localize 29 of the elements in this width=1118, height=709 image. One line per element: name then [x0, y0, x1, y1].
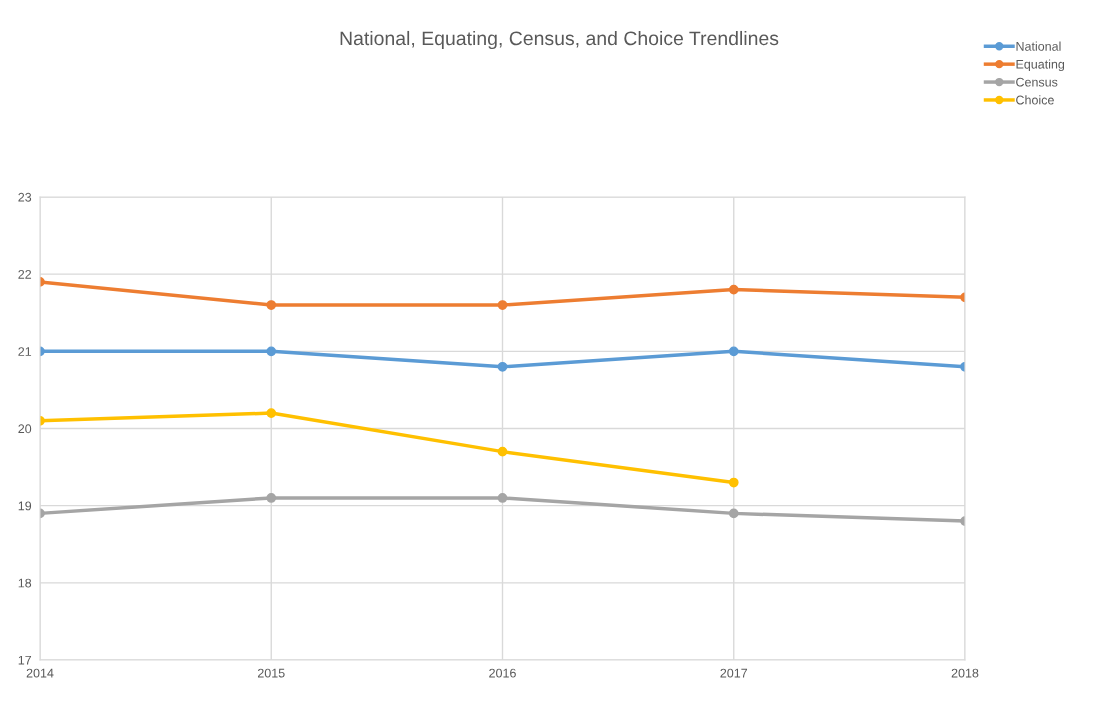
- point: [497, 361, 508, 372]
- point: [497, 300, 508, 310]
- y-tick-label: 21: [18, 347, 32, 356]
- point: [728, 346, 739, 357]
- legend-label: Equating: [1016, 59, 1065, 72]
- point: [497, 493, 508, 503]
- point: [728, 477, 739, 488]
- point: [266, 493, 277, 503]
- x-tick-label: 2014: [26, 668, 54, 678]
- point: [266, 408, 277, 418]
- x-tick-label: 2015: [257, 668, 285, 678]
- y-tick-label: 23: [18, 192, 32, 202]
- point: [497, 446, 508, 457]
- legend-label: Choice: [1016, 95, 1054, 105]
- x-tick-label: 2016: [489, 668, 516, 678]
- x-tick-label: 2017: [720, 668, 748, 678]
- point: [266, 300, 277, 310]
- y-tick-label: 17: [18, 655, 32, 665]
- y-tick-label: 22: [18, 269, 32, 279]
- y-tick-label: 18: [18, 578, 32, 588]
- chart-title: National, Equating, Census, and Choice Trendlines: [340, 30, 779, 50]
- y-tick-label: 19: [18, 501, 32, 511]
- legend-label: National: [1016, 41, 1061, 51]
- point: [728, 508, 739, 519]
- y-tick-label: 20: [18, 424, 32, 434]
- point: [728, 284, 739, 295]
- x-tick-label: 2018: [951, 668, 979, 678]
- point: [266, 346, 277, 357]
- legend-label: Census: [1016, 77, 1058, 87]
